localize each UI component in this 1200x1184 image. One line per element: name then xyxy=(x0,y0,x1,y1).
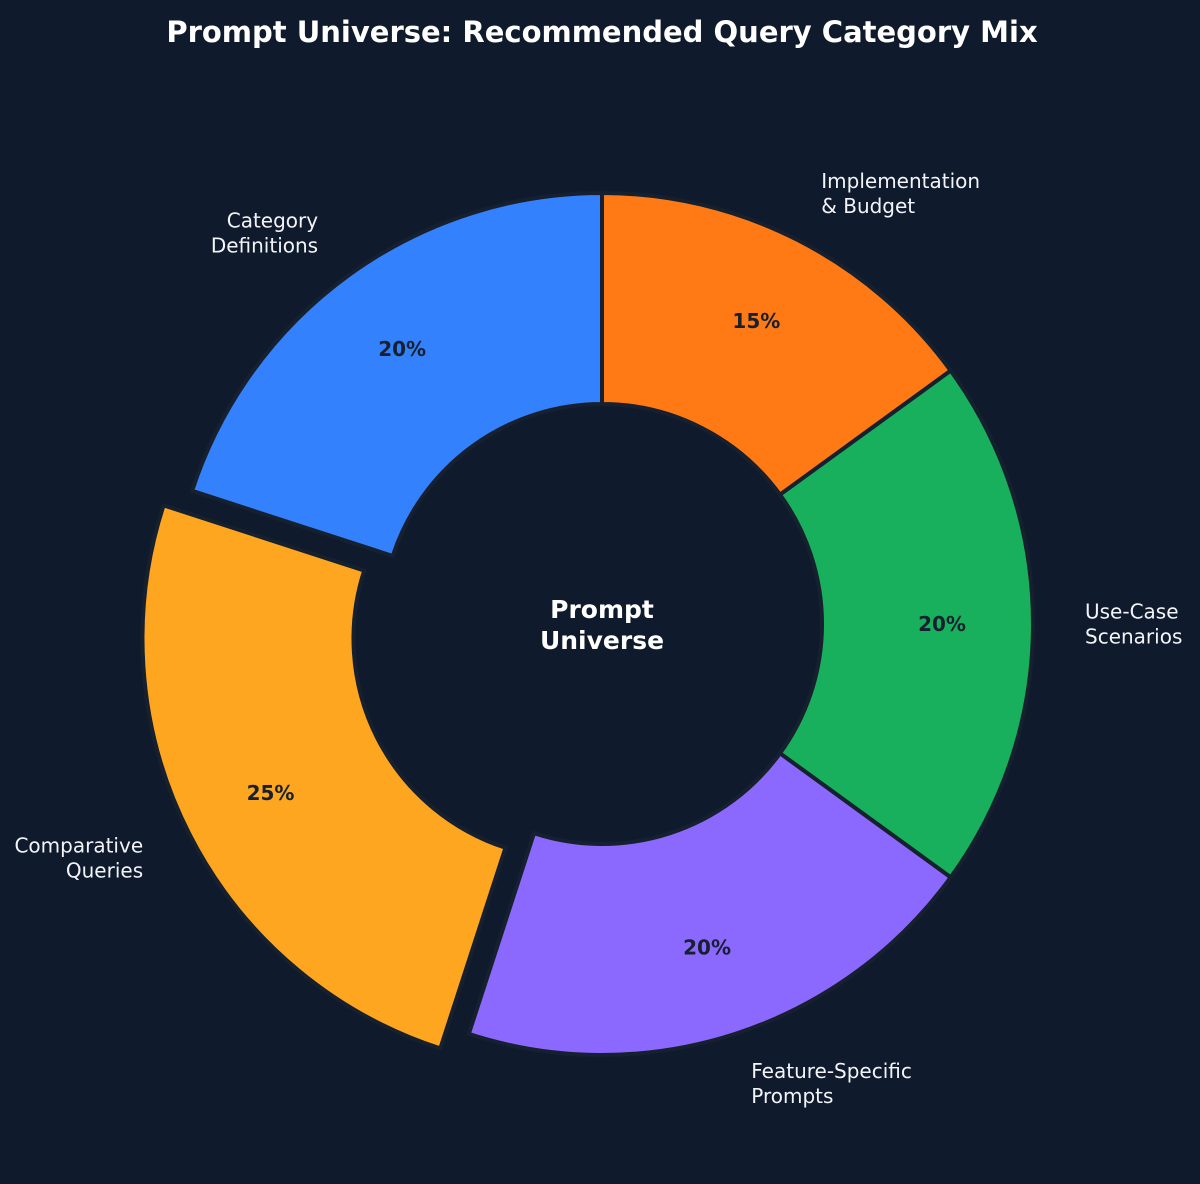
value-label-feature-specific-prompts: 20% xyxy=(683,935,731,959)
category-label-comparative-queries-line-1: Comparative xyxy=(14,833,143,857)
center-label-group: Prompt Universe xyxy=(540,595,664,655)
category-label-use-case-scenarios-line-1: Use-Case xyxy=(1085,600,1179,624)
value-label-comparative-queries: 25% xyxy=(247,781,295,805)
category-label-implementation-budget-line-1: Implementation xyxy=(821,169,980,193)
slice-use-case-scenarios xyxy=(777,367,1035,881)
value-label-category-definitions: 20% xyxy=(378,337,426,361)
chart-title: Prompt Universe: Recommended Query Categ… xyxy=(166,15,1038,49)
category-label-implementation-budget-line-2: & Budget xyxy=(821,194,915,218)
slice-comparative-queries xyxy=(140,502,509,1051)
center-label-line-1: Prompt xyxy=(550,595,654,624)
slice-implementation-budget xyxy=(600,190,954,498)
category-label-feature-specific-prompts-line-1: Feature-Specific xyxy=(751,1059,912,1083)
value-label-implementation-budget: 15% xyxy=(732,309,780,333)
slice-category-definitions xyxy=(189,190,604,559)
slices-layer xyxy=(140,190,1035,1058)
category-label-category-definitions-line-1: Category xyxy=(227,209,319,233)
category-label-comparative-queries-line-2: Queries xyxy=(66,858,143,882)
labels-layer: 15% Implementation& Budget 20% Use-CaseScen… xyxy=(14,169,1182,1108)
category-label-use-case-scenarios-line-2: Scenarios xyxy=(1085,625,1182,649)
center-label-line-2: Universe xyxy=(540,626,664,655)
value-label-use-case-scenarios: 20% xyxy=(918,612,966,636)
category-label-feature-specific-prompts-line-2: Prompts xyxy=(751,1084,833,1108)
category-label-category-definitions-line-2: Definitions xyxy=(211,234,318,258)
slice-feature-specific-prompts xyxy=(466,750,954,1058)
